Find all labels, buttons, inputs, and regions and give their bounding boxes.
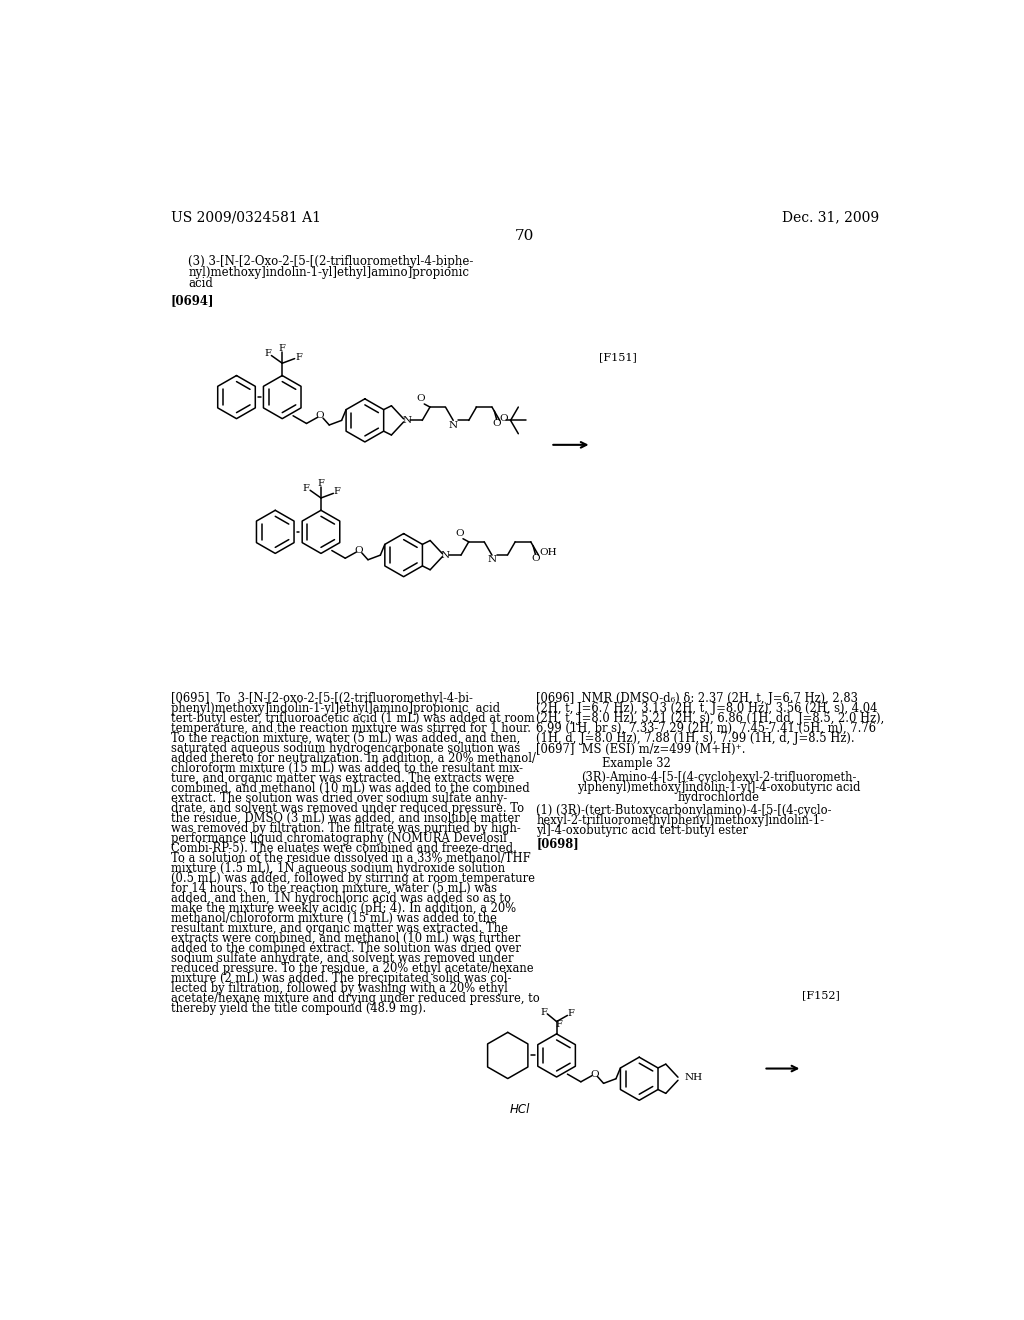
Text: chloroform mixture (15 mL) was added to the resultant mix-: chloroform mixture (15 mL) was added to … xyxy=(171,762,522,775)
Text: F: F xyxy=(303,484,309,494)
Text: was removed by filtration. The filtrate was purified by high-: was removed by filtration. The filtrate … xyxy=(171,822,520,836)
Text: added thereto for neutralization. In addition, a 20% methanol/: added thereto for neutralization. In add… xyxy=(171,752,536,766)
Text: (3R)-Amino-4-[5-[(4-cyclohexyl-2-trifluorometh-: (3R)-Amino-4-[5-[(4-cyclohexyl-2-trifluo… xyxy=(581,771,856,784)
Text: (3) 3-[N-[2-Oxo-2-[5-[(2-trifluoromethyl-4-biphe-: (3) 3-[N-[2-Oxo-2-[5-[(2-trifluoromethyl… xyxy=(188,256,474,268)
Text: ylphenyl)methoxy]indolin-1-yl]-4-oxobutyric acid: ylphenyl)methoxy]indolin-1-yl]-4-oxobuty… xyxy=(577,780,860,793)
Text: O: O xyxy=(456,529,464,537)
Text: O: O xyxy=(500,413,508,422)
Text: N: N xyxy=(487,556,497,564)
Text: drate, and solvent was removed under reduced pressure. To: drate, and solvent was removed under red… xyxy=(171,803,523,816)
Text: F: F xyxy=(295,352,302,362)
Text: O: O xyxy=(315,412,325,420)
Text: hexyl-2-trifluoromethylphenyl)methoxy]indolin-1-: hexyl-2-trifluoromethylphenyl)methoxy]in… xyxy=(537,813,824,826)
Text: F: F xyxy=(540,1008,547,1016)
Text: HCl: HCl xyxy=(509,1102,529,1115)
Text: F: F xyxy=(264,350,271,359)
Text: O: O xyxy=(417,395,425,403)
Text: mixture (1.5 mL), 1N aqueous sodium hydroxide solution: mixture (1.5 mL), 1N aqueous sodium hydr… xyxy=(171,862,505,875)
Text: (1H, d, J=8.0 Hz), 7.88 (1H, s), 7.99 (1H, d, J=8.5 Hz).: (1H, d, J=8.0 Hz), 7.88 (1H, s), 7.99 (1… xyxy=(537,733,855,744)
Text: US 2009/0324581 A1: US 2009/0324581 A1 xyxy=(171,211,321,224)
Text: (2H, t, J=8.0 Hz), 5.21 (2H, s), 6.86 (1H, dd, J=8.5, 2.0 Hz),: (2H, t, J=8.0 Hz), 5.21 (2H, s), 6.86 (1… xyxy=(537,711,885,725)
Text: yl]-4-oxobutyric acid tert-butyl ester: yl]-4-oxobutyric acid tert-butyl ester xyxy=(537,824,749,837)
Text: [F152]: [F152] xyxy=(802,990,840,1001)
Text: F: F xyxy=(555,1020,562,1030)
Text: acetate/hexane mixture and drying under reduced pressure, to: acetate/hexane mixture and drying under … xyxy=(171,993,540,1006)
Text: NH: NH xyxy=(684,1073,702,1081)
Text: the residue, DMSO (3 mL) was added, and insoluble matter: the residue, DMSO (3 mL) was added, and … xyxy=(171,812,519,825)
Text: saturated aqueous sodium hydrogencarbonate solution was: saturated aqueous sodium hydrogencarbona… xyxy=(171,742,520,755)
Text: 6.99 (1H, br s), 7.33-7.29 (2H, m), 7.45-7.41 (5H, m), 7.76: 6.99 (1H, br s), 7.33-7.29 (2H, m), 7.45… xyxy=(537,722,877,735)
Text: combined, and methanol (10 mL) was added to the combined: combined, and methanol (10 mL) was added… xyxy=(171,781,529,795)
Text: [0696]  NMR (DMSO-d₆) δ: 2.37 (2H, t, J=6.7 Hz), 2.83: [0696] NMR (DMSO-d₆) δ: 2.37 (2H, t, J=6… xyxy=(537,692,858,705)
Text: extract. The solution was dried over sodium sulfate anhy-: extract. The solution was dried over sod… xyxy=(171,792,507,805)
Text: Example 32: Example 32 xyxy=(602,758,671,771)
Text: O: O xyxy=(590,1069,599,1078)
Text: ture, and organic matter was extracted. The extracts were: ture, and organic matter was extracted. … xyxy=(171,772,514,785)
Text: N: N xyxy=(449,421,458,429)
Text: [F151]: [F151] xyxy=(599,352,637,363)
Text: 70: 70 xyxy=(515,230,535,243)
Text: OH: OH xyxy=(539,548,557,557)
Text: To the reaction mixture, water (5 mL) was added, and then,: To the reaction mixture, water (5 mL) wa… xyxy=(171,733,520,744)
Text: temperature, and the reaction mixture was stirred for 1 hour.: temperature, and the reaction mixture wa… xyxy=(171,722,530,735)
Text: resultant mixture, and organic matter was extracted. The: resultant mixture, and organic matter wa… xyxy=(171,923,508,936)
Text: F: F xyxy=(317,479,325,488)
Text: To a solution of the residue dissolved in a 33% methanol/THF: To a solution of the residue dissolved i… xyxy=(171,853,530,865)
Text: (2H, t, J=6.7 Hz), 3.13 (2H, t, J=8.0 Hz), 3.56 (2H, s), 4.04: (2H, t, J=6.7 Hz), 3.13 (2H, t, J=8.0 Hz… xyxy=(537,702,878,715)
Text: hydrochloride: hydrochloride xyxy=(678,791,760,804)
Text: N: N xyxy=(441,550,450,560)
Text: Combi-RP-5). The eluates were combined and freeze-dried.: Combi-RP-5). The eluates were combined a… xyxy=(171,842,516,855)
Text: O: O xyxy=(531,554,540,564)
Text: make the mixture weekly acidic (pH: 4). In addition, a 20%: make the mixture weekly acidic (pH: 4). … xyxy=(171,903,516,915)
Text: [0698]: [0698] xyxy=(537,837,580,850)
Text: (0.5 mL) was added, followed by stirring at room temperature: (0.5 mL) was added, followed by stirring… xyxy=(171,873,535,886)
Text: O: O xyxy=(493,420,501,429)
Text: acid: acid xyxy=(188,277,213,290)
Text: Dec. 31, 2009: Dec. 31, 2009 xyxy=(782,211,879,224)
Text: performance liquid chromatography (NOMURA Develosil: performance liquid chromatography (NOMUR… xyxy=(171,832,507,845)
Text: added to the combined extract. The solution was dried over: added to the combined extract. The solut… xyxy=(171,942,520,956)
Text: F: F xyxy=(334,487,341,496)
Text: [0694]: [0694] xyxy=(171,294,214,308)
Text: [0695]  To  3-[N-[2-oxo-2-[5-[(2-trifluoromethyl-4-bi-: [0695] To 3-[N-[2-oxo-2-[5-[(2-trifluoro… xyxy=(171,692,472,705)
Text: methanol/chloroform mixture (15 mL) was added to the: methanol/chloroform mixture (15 mL) was … xyxy=(171,912,497,925)
Text: (1) (3R)-(tert-Butoxycarbonylamino)-4-[5-[(4-cyclo-: (1) (3R)-(tert-Butoxycarbonylamino)-4-[5… xyxy=(537,804,831,817)
Text: for 14 hours. To the reaction mixture, water (5 mL) was: for 14 hours. To the reaction mixture, w… xyxy=(171,882,497,895)
Text: added, and then, 1N hydrochloric acid was added so as to: added, and then, 1N hydrochloric acid wa… xyxy=(171,892,511,906)
Text: F: F xyxy=(568,1010,574,1018)
Text: phenyl)methoxy]indolin-1-yl]ethyl]amino]propionic  acid: phenyl)methoxy]indolin-1-yl]ethyl]amino]… xyxy=(171,702,500,715)
Text: reduced pressure. To the residue, a 20% ethyl acetate/hexane: reduced pressure. To the residue, a 20% … xyxy=(171,962,534,975)
Text: tert-butyl ester, trifluoroacetic acid (1 mL) was added at room: tert-butyl ester, trifluoroacetic acid (… xyxy=(171,711,535,725)
Text: lected by filtration, followed by washing with a 20% ethyl: lected by filtration, followed by washin… xyxy=(171,982,508,995)
Text: F: F xyxy=(279,345,286,352)
Text: O: O xyxy=(354,546,362,554)
Text: [0697]  MS (ESI) m/z=499 (M+H)⁺.: [0697] MS (ESI) m/z=499 (M+H)⁺. xyxy=(537,743,745,756)
Text: sodium sulfate anhydrate, and solvent was removed under: sodium sulfate anhydrate, and solvent wa… xyxy=(171,952,513,965)
Text: thereby yield the title compound (48.9 mg).: thereby yield the title compound (48.9 m… xyxy=(171,1002,426,1015)
Text: N: N xyxy=(402,416,412,425)
Text: mixture (2 mL) was added. The precipitated solid was col-: mixture (2 mL) was added. The precipitat… xyxy=(171,973,511,985)
Text: nyl)methoxy]indolin-1-yl]ethyl]amino]propionic: nyl)methoxy]indolin-1-yl]ethyl]amino]pro… xyxy=(188,267,469,280)
Text: extracts were combined, and methanol (10 mL) was further: extracts were combined, and methanol (10… xyxy=(171,932,520,945)
